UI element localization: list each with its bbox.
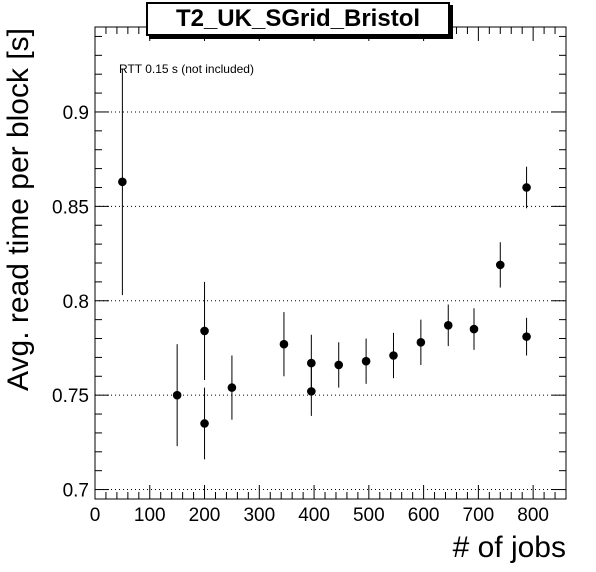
x-tick-label: 100 bbox=[134, 505, 166, 526]
y-tick-label: 0.9 bbox=[63, 103, 89, 124]
data-point bbox=[334, 360, 344, 370]
data-point bbox=[227, 383, 237, 392]
data-point bbox=[307, 387, 316, 396]
chart-title-box: T2_UK_SGrid_Bristol bbox=[146, 2, 450, 36]
data-point bbox=[469, 324, 479, 334]
x-tick-label: 500 bbox=[353, 505, 385, 526]
data-point bbox=[279, 339, 289, 349]
data-point bbox=[200, 326, 209, 336]
data-point bbox=[118, 177, 127, 187]
data-point bbox=[443, 321, 453, 330]
data-point bbox=[307, 358, 316, 368]
data-point bbox=[172, 390, 182, 400]
data-point bbox=[522, 183, 531, 192]
y-tick-label: 0.8 bbox=[63, 292, 89, 313]
y-tick-label: 0.7 bbox=[63, 481, 89, 502]
x-tick-label: 0 bbox=[90, 505, 101, 526]
y-tick-label: 0.85 bbox=[52, 197, 89, 218]
data-point bbox=[200, 419, 209, 428]
data-point bbox=[361, 356, 371, 366]
x-axis-label: # of jobs bbox=[453, 531, 566, 564]
data-points bbox=[118, 68, 531, 460]
data-point bbox=[495, 260, 505, 270]
data-point bbox=[416, 337, 426, 347]
gridlines bbox=[95, 111, 566, 491]
tick-labels: 0 100 200 300 400 500 600 700 800 0.7 0.75 0.8 0.85 0… bbox=[52, 103, 549, 526]
chart-title: T2_UK_SGrid_Bristol bbox=[175, 5, 421, 32]
x-tick-label: 300 bbox=[243, 505, 275, 526]
data-point bbox=[522, 332, 531, 341]
x-tick-label: 400 bbox=[298, 505, 330, 526]
x-tick-label: 200 bbox=[189, 505, 221, 526]
rtt-annotation: RTT 0.15 s (not included) bbox=[119, 62, 254, 76]
x-tick-label: 800 bbox=[517, 505, 549, 526]
axis-ticks bbox=[94, 27, 567, 499]
y-tick-label: 0.75 bbox=[52, 386, 89, 407]
data-point bbox=[389, 351, 398, 360]
x-tick-label: 700 bbox=[463, 505, 495, 526]
x-tick-label: 600 bbox=[408, 505, 440, 526]
y-axis-label: Avg. read time per block [s] bbox=[2, 28, 35, 391]
plot-frame bbox=[94, 26, 567, 500]
